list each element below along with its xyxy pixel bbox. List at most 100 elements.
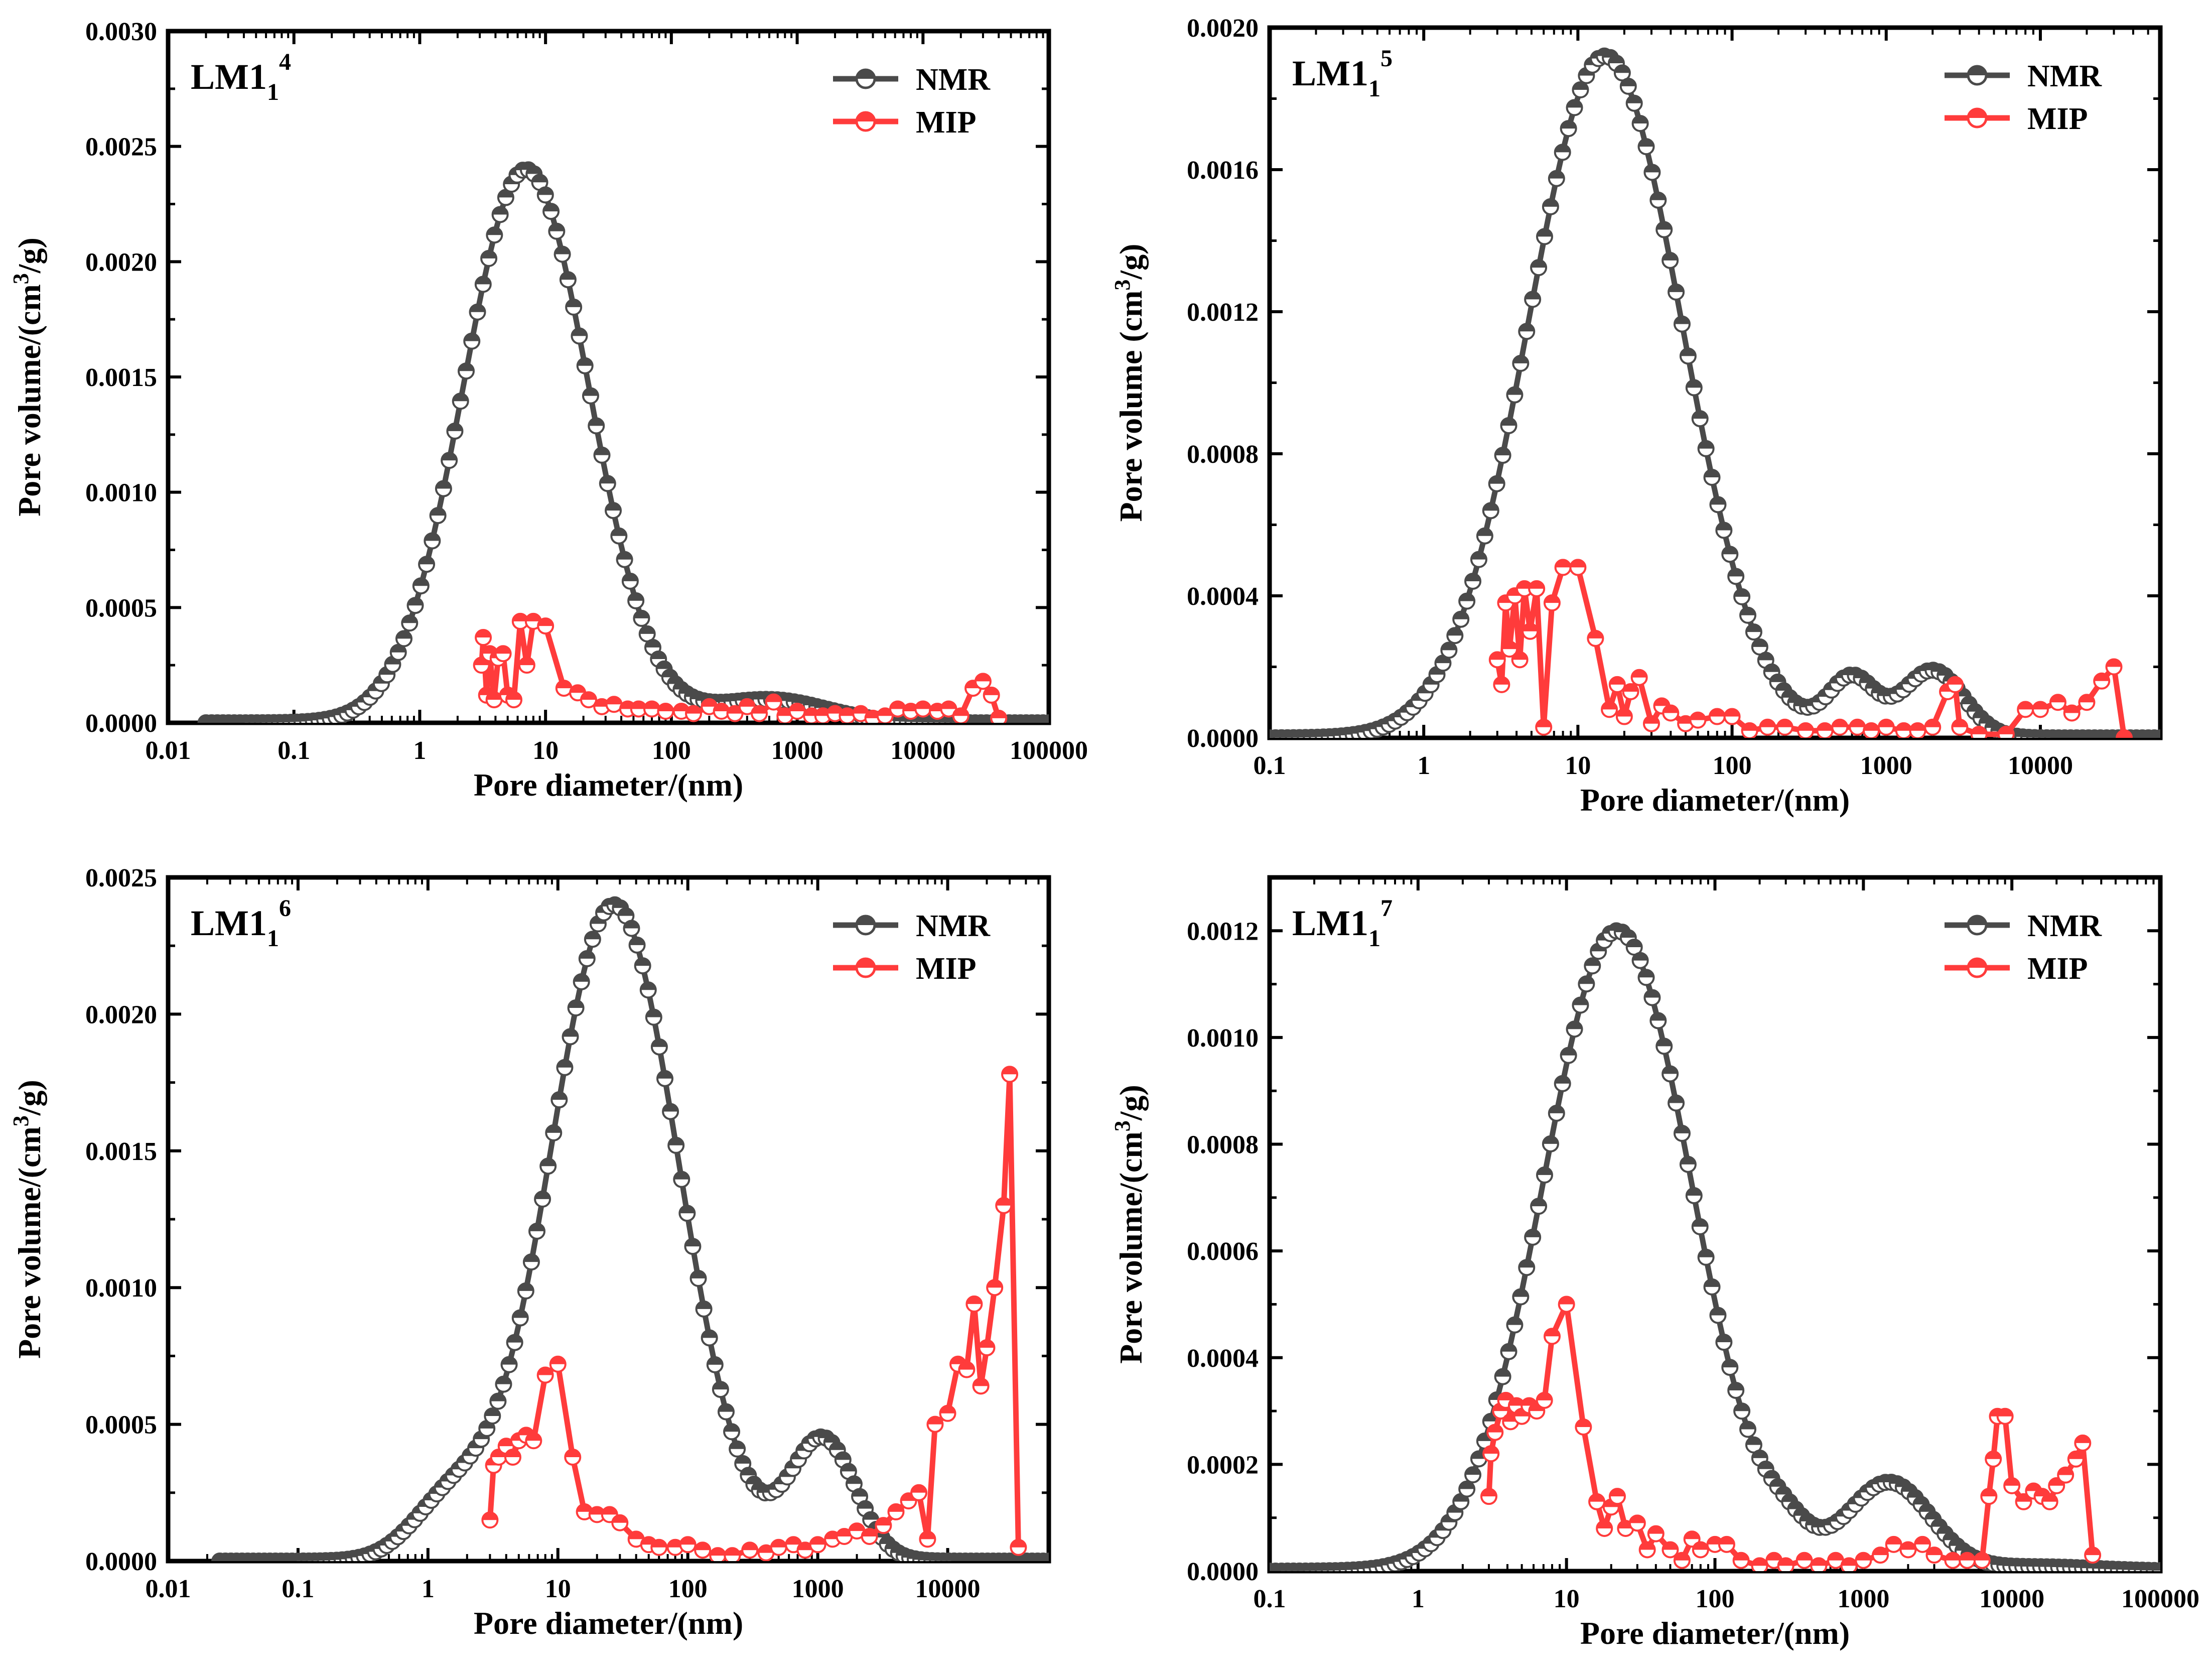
x-tick-label: 1 <box>413 736 426 765</box>
data-point-nmr <box>1458 1480 1476 1498</box>
data-point-nmr <box>1518 323 1536 340</box>
data-point-nmr <box>1554 1075 1571 1092</box>
data-point-mip <box>952 707 970 723</box>
data-point-mip <box>1816 722 1834 738</box>
data-point-nmr <box>701 1329 718 1347</box>
data-point-mip <box>564 1448 582 1466</box>
data-point-nmr <box>1721 546 1739 563</box>
data-point-nmr <box>1739 606 1757 624</box>
legend: NMR MIP <box>1945 59 2102 136</box>
data-point-mip <box>1482 1445 1500 1463</box>
x-tick-label: 0.01 <box>146 736 191 765</box>
data-point-nmr <box>1655 221 1673 238</box>
panel-label-main: LM1 <box>1292 903 1368 943</box>
data-point-nmr <box>401 614 419 632</box>
data-point-mip <box>657 703 674 720</box>
data-point-mip <box>518 657 535 674</box>
data-point-nmr <box>650 1038 668 1056</box>
y-tick-label: 0.0005 <box>85 1411 157 1440</box>
data-point-nmr <box>556 1059 574 1076</box>
data-point-nmr <box>695 1300 713 1318</box>
data-point-mip <box>549 1355 567 1373</box>
data-point-mip <box>1776 718 1793 736</box>
data-point-mip <box>1872 1547 1889 1564</box>
panel-label: LM114 <box>191 49 291 105</box>
data-point-mip <box>788 703 806 720</box>
data-point-nmr <box>531 174 548 191</box>
data-point-mip <box>525 1432 542 1450</box>
data-point-nmr <box>684 1238 702 1255</box>
data-point-nmr <box>1709 496 1727 513</box>
data-point-nmr <box>534 1190 551 1208</box>
data-point-nmr <box>554 245 571 263</box>
data-point-nmr <box>1524 1228 1542 1246</box>
data-point-mip <box>1899 1541 1917 1559</box>
x-tick-label: 1000 <box>1837 1585 1889 1613</box>
data-point-nmr <box>1548 170 1565 187</box>
data-point-nmr <box>573 973 590 990</box>
data-point-mip <box>709 1547 727 1561</box>
data-point-mip <box>2048 1477 2065 1494</box>
data-point-mip <box>1895 722 1912 738</box>
data-point-mip <box>1692 1541 1709 1559</box>
legend-label-mip: MIP <box>916 105 977 140</box>
plot-area <box>197 161 1049 723</box>
data-point-mip <box>887 1503 905 1520</box>
data-point-nmr <box>1727 568 1745 585</box>
y-axis-title-sup: 3 <box>9 273 33 284</box>
data-point-mip <box>576 1503 593 1520</box>
data-point-nmr <box>627 592 645 609</box>
data-point-mip <box>1810 1557 1828 1571</box>
data-point-nmr <box>634 957 651 975</box>
plot-area <box>1270 922 2160 1571</box>
data-point-mip <box>809 1536 826 1554</box>
data-point-nmr <box>429 507 447 525</box>
y-axis-title-main: Pore volume/(cm <box>12 1126 47 1359</box>
data-point-mip <box>1480 1488 1497 1505</box>
data-point-mip <box>1493 676 1510 693</box>
data-point-mip <box>1488 651 1506 669</box>
data-point-nmr <box>689 1269 707 1287</box>
y-tick-label: 0.0000 <box>85 709 157 738</box>
data-point-nmr <box>412 577 430 595</box>
data-point-nmr <box>1745 623 1762 641</box>
plot-area <box>211 896 1049 1561</box>
x-tick-label: 100 <box>668 1575 708 1603</box>
legend-label-mip: MIP <box>916 952 977 986</box>
data-point-nmr <box>1625 94 1643 112</box>
data-point-mip <box>511 612 529 630</box>
y-tick-label: 0.0010 <box>85 479 157 507</box>
y-tick-label: 0.0015 <box>85 1137 157 1166</box>
data-point-nmr <box>1703 468 1721 486</box>
panel-label-main: LM1 <box>191 57 267 97</box>
data-point-mip <box>972 1377 990 1395</box>
data-point-mip <box>958 1361 976 1378</box>
data-point-mip <box>940 700 957 718</box>
data-point-mip <box>713 703 730 720</box>
data-point-nmr <box>478 1420 496 1437</box>
data-point-nmr <box>628 936 646 954</box>
y-tick-label: 0.0008 <box>1187 440 1259 469</box>
data-point-nmr <box>1572 81 1589 99</box>
data-point-mip <box>2049 694 2066 711</box>
data-point-mip <box>2057 1466 2075 1484</box>
data-point-mip <box>672 703 690 720</box>
y-axis-title-main: Pore volume (cm <box>1113 291 1149 522</box>
data-point-nmr <box>424 532 441 550</box>
data-point-mip <box>588 1506 606 1523</box>
data-point-nmr <box>1548 1104 1565 1122</box>
y-tick-label: 0.0020 <box>85 248 157 277</box>
data-point-nmr <box>828 1441 846 1459</box>
data-point-nmr <box>851 1488 869 1505</box>
data-point-nmr <box>1536 228 1553 245</box>
data-point-mip <box>1587 629 1604 647</box>
data-point-nmr <box>1542 1135 1559 1152</box>
y-axis-title-sup: 3 <box>1110 1120 1135 1131</box>
data-point-mip <box>1985 1450 2002 1468</box>
data-point-nmr <box>582 387 599 405</box>
data-point-mip <box>1647 1525 1665 1542</box>
series-line-nmr <box>220 902 1049 1561</box>
data-point-nmr <box>1679 347 1697 365</box>
y-axis-title: Pore volume/(cm3/g) <box>9 237 47 517</box>
data-point-nmr <box>840 1463 857 1480</box>
